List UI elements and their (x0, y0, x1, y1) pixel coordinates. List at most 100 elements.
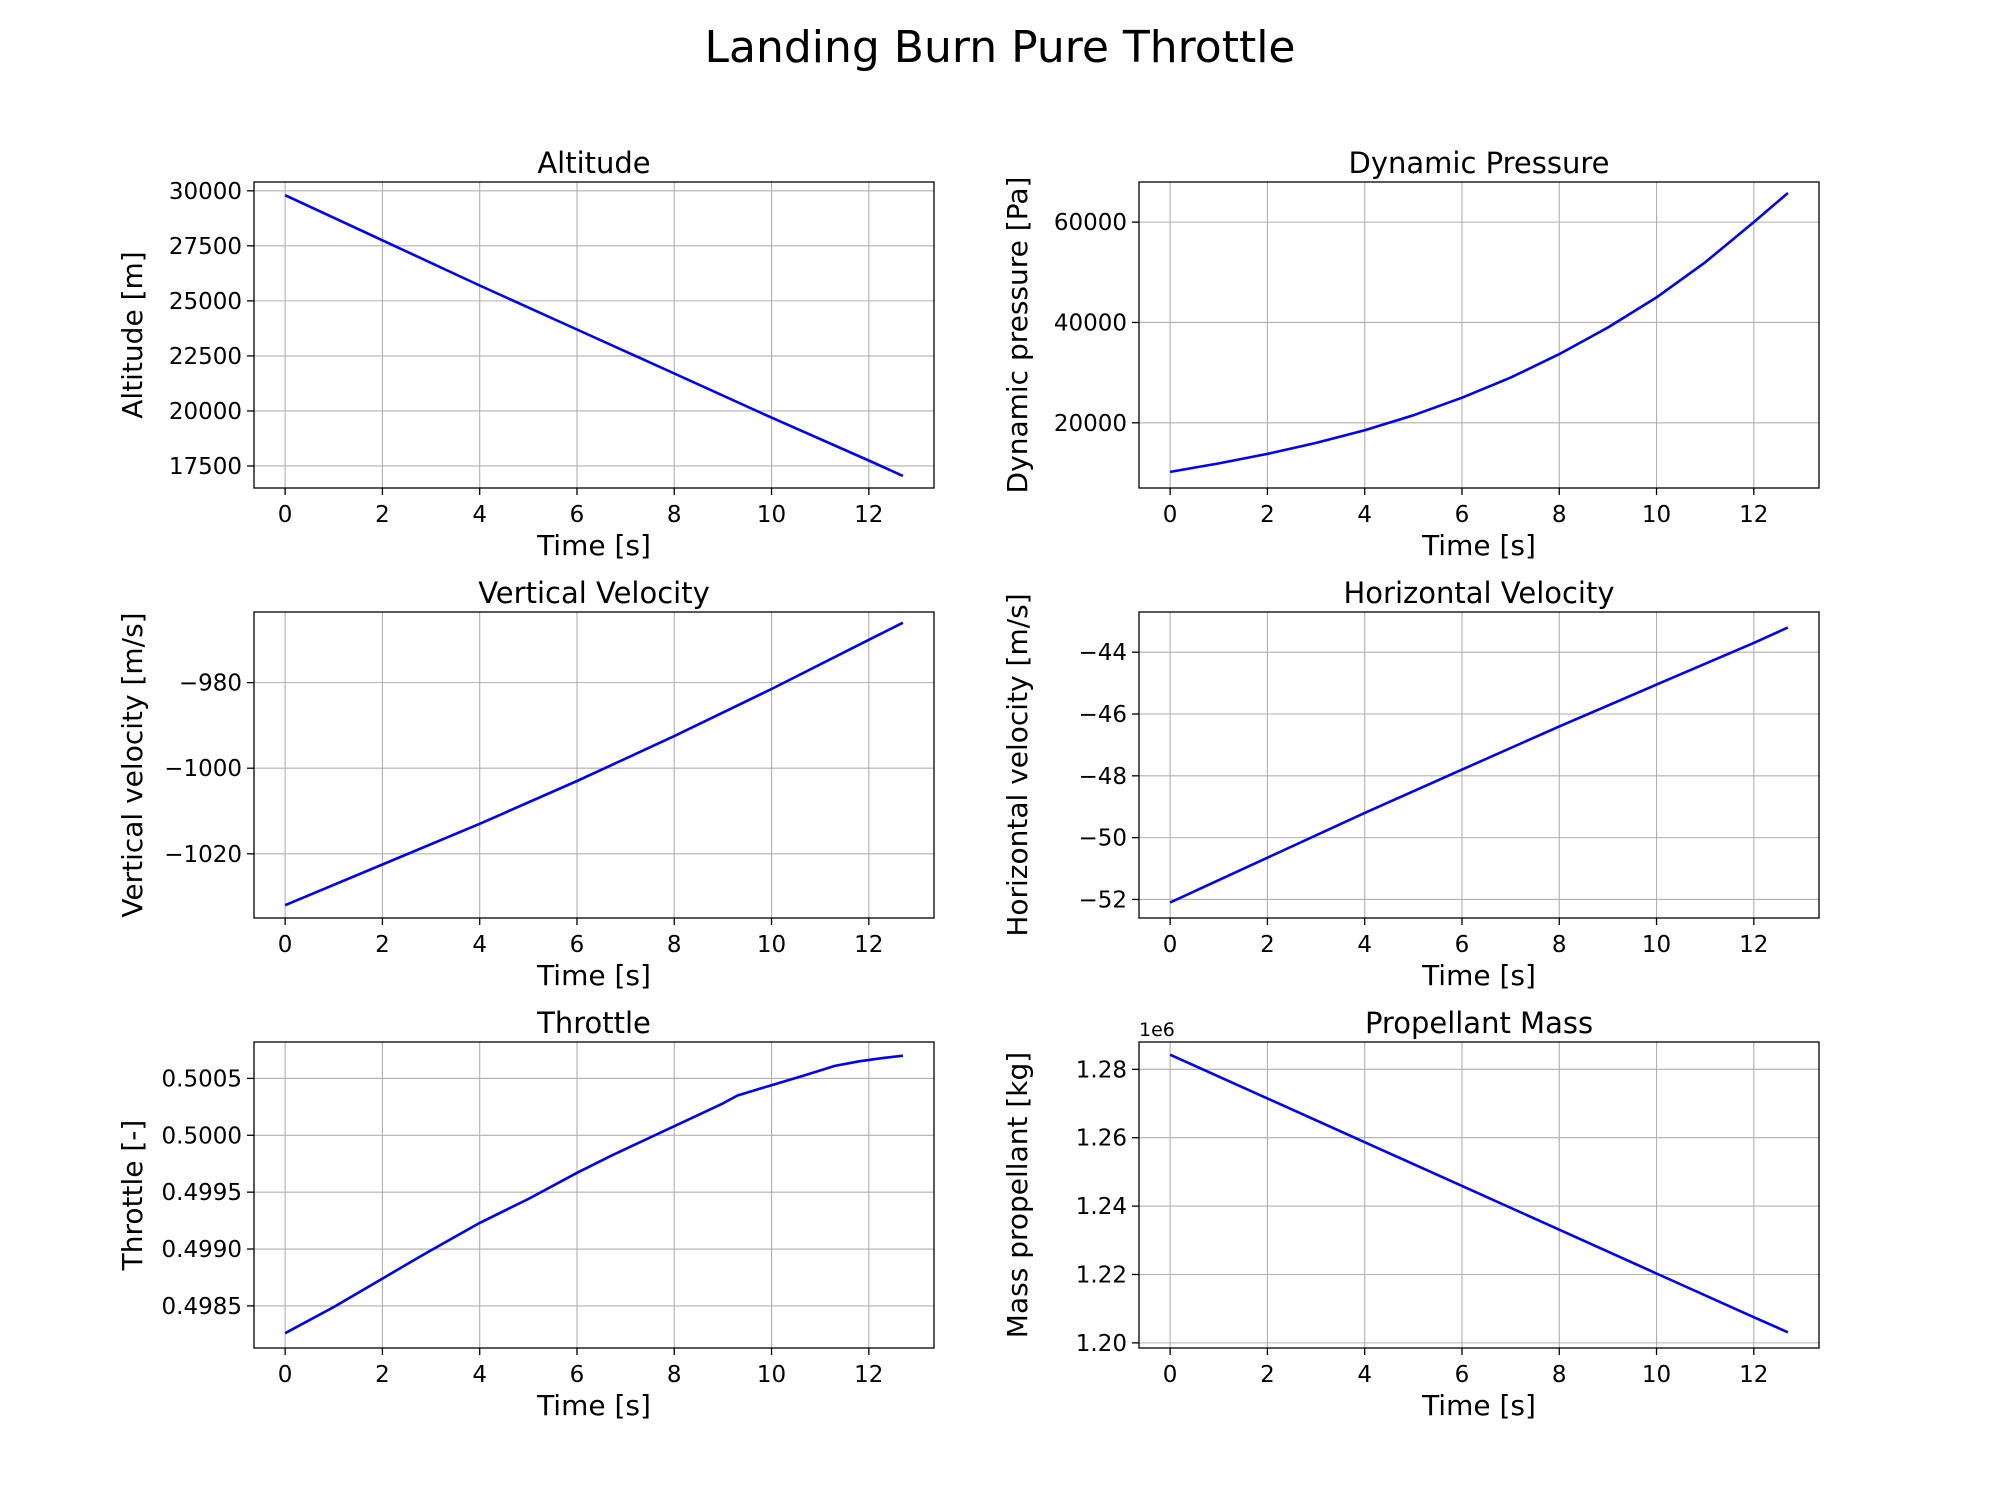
altitude-y-tick-label: 17500 (169, 454, 242, 480)
throttle-title: Throttle (536, 1006, 651, 1040)
dynamic-pressure-x-label: Time [s] (1421, 529, 1536, 562)
altitude-x-tick-label: 6 (570, 502, 585, 528)
altitude-y-tick-label: 30000 (169, 179, 242, 205)
horizontal-velocity-x-label: Time [s] (1421, 959, 1536, 992)
propellant-mass-x-tick-label: 2 (1260, 1362, 1275, 1388)
dynamic-pressure-x-tick-label: 10 (1642, 502, 1671, 528)
horizontal-velocity-axes-frame (1138, 611, 1820, 919)
dynamic-pressure-y-label: Dynamic pressure [Pa] (1001, 177, 1034, 494)
altitude-x-tick-label: 4 (472, 502, 487, 528)
propellant-mass-y-tick-label: 1.26 (1076, 1126, 1127, 1152)
propellant-mass-x-tick-label: 12 (1739, 1362, 1768, 1388)
dynamic-pressure-x-tick-label: 2 (1260, 502, 1275, 528)
propellant-mass-x-label: Time [s] (1421, 1389, 1536, 1422)
dynamic-pressure-panel: 0 2 4 6 8 10 12 20000 40000 60000 Dynamic Pressure… (1001, 146, 1820, 562)
propellant-mass-x-tick-label: 6 (1455, 1362, 1470, 1388)
horizontal-velocity-x-tick-label: 6 (1455, 932, 1470, 958)
throttle-x-tick-label: 0 (278, 1362, 293, 1388)
throttle-panel: 0 2 4 6 8 10 12 0.4985 0.4990 0.4995 0.5000 0.5005 T… (116, 1006, 935, 1422)
propellant-mass-y-tick-label: 1.20 (1076, 1331, 1127, 1357)
propellant-mass-panel: 0 2 4 6 8 10 12 1.20 1.22 1.24 1.26 1.28 Propellant … (1001, 1006, 1820, 1422)
dynamic-pressure-x-tick-label: 12 (1739, 502, 1768, 528)
altitude-y-tick-label: 22500 (169, 344, 242, 370)
horizontal-velocity-x-tick-label: 10 (1642, 932, 1671, 958)
throttle-x-label: Time [s] (536, 1389, 651, 1422)
altitude-x-label: Time [s] (536, 529, 651, 562)
horizontal-velocity-x-tick-label: 8 (1552, 932, 1567, 958)
vertical-velocity-x-tick-label: 6 (570, 932, 585, 958)
horizontal-velocity-x-tick-label: 2 (1260, 932, 1275, 958)
horizontal-velocity-y-tick-label: −48 (1078, 764, 1127, 790)
altitude-x-tick-label: 0 (278, 502, 293, 528)
throttle-y-tick-label: 0.5000 (162, 1123, 242, 1149)
propellant-mass-axes-frame (1138, 1041, 1820, 1349)
dynamic-pressure-y-tick-label: 40000 (1054, 310, 1127, 336)
propellant-mass-x-tick-label: 10 (1642, 1362, 1671, 1388)
throttle-y-tick-label: 0.4995 (162, 1180, 242, 1206)
dynamic-pressure-y-tick-label: 60000 (1054, 210, 1127, 236)
figure-title: Landing Burn Pure Throttle (704, 22, 1295, 73)
altitude-y-label: Altitude [m] (116, 251, 149, 418)
propellant-mass-x-tick-label: 8 (1552, 1362, 1567, 1388)
vertical-velocity-x-tick-label: 8 (667, 932, 682, 958)
altitude-y-tick-label: 27500 (169, 234, 242, 260)
dynamic-pressure-x-tick-label: 6 (1455, 502, 1470, 528)
throttle-x-tick-label: 4 (472, 1362, 487, 1388)
vertical-velocity-y-label: Vertical velocity [m/s] (116, 612, 149, 917)
horizontal-velocity-y-tick-label: −50 (1078, 826, 1127, 852)
horizontal-velocity-y-tick-label: −44 (1078, 640, 1127, 666)
dynamic-pressure-x-tick-label: 0 (1163, 502, 1178, 528)
throttle-y-tick-label: 0.4985 (162, 1294, 242, 1320)
throttle-axes-frame (253, 1041, 935, 1349)
horizontal-velocity-y-tick-label: −52 (1078, 887, 1127, 913)
altitude-title: Altitude (537, 146, 650, 180)
vertical-velocity-x-label: Time [s] (536, 959, 651, 992)
altitude-panel: 0 2 4 6 8 10 12 17500 20000 22500 25000 27500 30000 A… (116, 146, 935, 562)
horizontal-velocity-x-tick-label: 0 (1163, 932, 1178, 958)
throttle-y-tick-label: 0.4990 (162, 1237, 242, 1263)
horizontal-velocity-title: Horizontal Velocity (1343, 576, 1614, 610)
vertical-velocity-x-tick-label: 2 (375, 932, 390, 958)
throttle-y-label: Throttle [-] (116, 1120, 149, 1272)
throttle-x-tick-label: 2 (375, 1362, 390, 1388)
throttle-series-line (284, 1054, 904, 1335)
altitude-x-tick-label: 12 (854, 502, 883, 528)
vertical-velocity-x-tick-label: 12 (854, 932, 883, 958)
propellant-mass-x-tick-label: 0 (1163, 1362, 1178, 1388)
propellant-mass-y-label: Mass propellant [kg] (1001, 1052, 1034, 1338)
propellant-mass-x-tick-label: 4 (1357, 1362, 1372, 1388)
vertical-velocity-y-tick-label: −1020 (164, 842, 242, 868)
altitude-x-tick-label: 8 (667, 502, 682, 528)
vertical-velocity-series-line (284, 621, 904, 907)
dynamic-pressure-y-tick-label: 20000 (1054, 411, 1127, 437)
propellant-mass-offset-label: 1e6 (1139, 1019, 1175, 1041)
throttle-x-tick-label: 8 (667, 1362, 682, 1388)
subplot-grid: 0 2 4 6 8 10 12175002000022500250002750030000A… (116, 146, 1820, 1422)
horizontal-velocity-panel: 0 2 4 6 8 10 12 −52 −50 −48 −46 −44 Horizontal Veloc… (1001, 576, 1820, 992)
throttle-x-tick-label: 10 (757, 1362, 786, 1388)
horizontal-velocity-x-tick-label: 12 (1739, 932, 1768, 958)
dynamic-pressure-x-tick-label: 4 (1357, 502, 1372, 528)
altitude-x-tick-label: 2 (375, 502, 390, 528)
vertical-velocity-x-tick-label: 4 (472, 932, 487, 958)
altitude-y-tick-label: 20000 (169, 399, 242, 425)
altitude-x-tick-label: 10 (757, 502, 786, 528)
propellant-mass-y-tick-label: 1.28 (1076, 1057, 1127, 1083)
horizontal-velocity-x-tick-label: 4 (1357, 932, 1372, 958)
horizontal-velocity-y-label: Horizontal velocity [m/s] (1001, 593, 1034, 936)
dynamic-pressure-axes-frame (1138, 181, 1820, 489)
propellant-mass-title: Propellant Mass (1365, 1006, 1593, 1040)
vertical-velocity-y-tick-label: −980 (179, 671, 242, 697)
vertical-velocity-y-tick-label: −1000 (164, 756, 242, 782)
throttle-x-tick-label: 6 (570, 1362, 585, 1388)
throttle-y-tick-label: 0.5005 (162, 1066, 242, 1092)
dynamic-pressure-x-tick-label: 8 (1552, 502, 1567, 528)
throttle-x-tick-label: 12 (854, 1362, 883, 1388)
vertical-velocity-panel: 0 2 4 6 8 10 12 −1020 −1000 −980 Vertical Velocity… (116, 576, 935, 992)
vertical-velocity-axes-frame (253, 611, 935, 919)
altitude-y-tick-label: 25000 (169, 289, 242, 315)
altitude-axes-frame (253, 181, 935, 489)
vertical-velocity-x-tick-label: 0 (278, 932, 293, 958)
dynamic-pressure-title: Dynamic Pressure (1349, 146, 1610, 180)
